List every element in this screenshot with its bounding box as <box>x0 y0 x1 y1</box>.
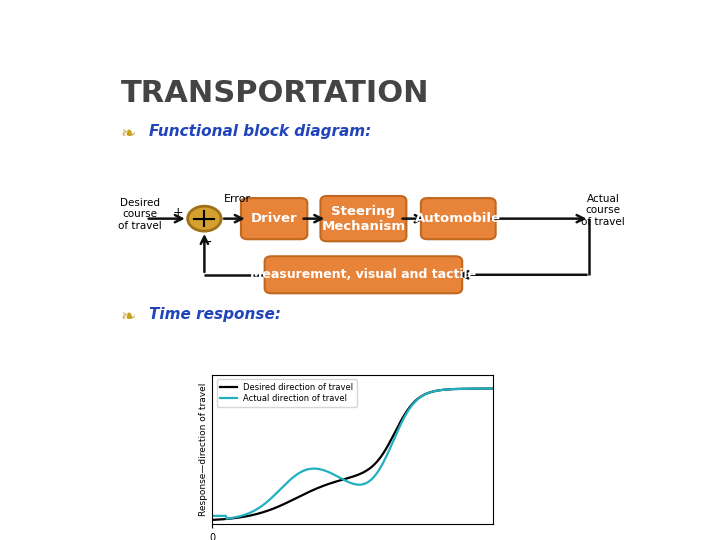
FancyBboxPatch shape <box>421 198 495 239</box>
Text: Desired
course
of travel: Desired course of travel <box>118 198 162 231</box>
FancyBboxPatch shape <box>265 256 462 293</box>
Text: Measurement, visual and tactile: Measurement, visual and tactile <box>251 268 477 281</box>
Desired direction of travel <box>343 475 352 482</box>
Y-axis label: Response—direction of travel: Response—direction of travel <box>199 383 208 516</box>
Line: Desired direction of travel: Desired direction of travel <box>212 389 493 520</box>
Text: Steering
Mechanism: Steering Mechanism <box>321 205 405 233</box>
Desired direction of travel <box>489 386 498 392</box>
Text: Automobile: Automobile <box>415 212 501 225</box>
Desired direction of travel <box>438 387 447 393</box>
Desired direction of travel <box>375 455 384 462</box>
Text: ❧: ❧ <box>121 308 136 326</box>
Actual direction of travel <box>343 478 352 485</box>
Circle shape <box>188 206 221 231</box>
Actual direction of travel <box>222 516 231 522</box>
Text: TRANSPORTATION: TRANSPORTATION <box>121 79 429 109</box>
Desired direction of travel <box>208 517 217 523</box>
Text: Error: Error <box>225 194 251 204</box>
Actual direction of travel <box>482 386 491 392</box>
Text: ❧: ❧ <box>121 125 136 143</box>
Text: Time response:: Time response: <box>148 307 281 322</box>
Desired direction of travel <box>360 469 369 475</box>
Text: +: + <box>173 206 183 219</box>
Actual direction of travel <box>489 386 498 392</box>
Desired direction of travel <box>482 386 491 392</box>
Text: Actual
course
of travel: Actual course of travel <box>582 194 625 227</box>
Actual direction of travel <box>376 465 384 471</box>
Line: Actual direction of travel: Actual direction of travel <box>212 389 493 519</box>
FancyBboxPatch shape <box>241 198 307 239</box>
FancyBboxPatch shape <box>320 196 406 241</box>
Desired direction of travel <box>341 476 350 482</box>
Actual direction of travel <box>361 481 369 487</box>
Actual direction of travel <box>438 387 447 393</box>
Actual direction of travel <box>208 512 217 519</box>
Legend: Desired direction of travel, Actual direction of travel: Desired direction of travel, Actual dire… <box>217 380 356 407</box>
Text: −: − <box>200 234 212 248</box>
Text: Functional block diagram:: Functional block diagram: <box>148 124 371 139</box>
Text: Driver: Driver <box>251 212 297 225</box>
Actual direction of travel <box>342 478 351 484</box>
